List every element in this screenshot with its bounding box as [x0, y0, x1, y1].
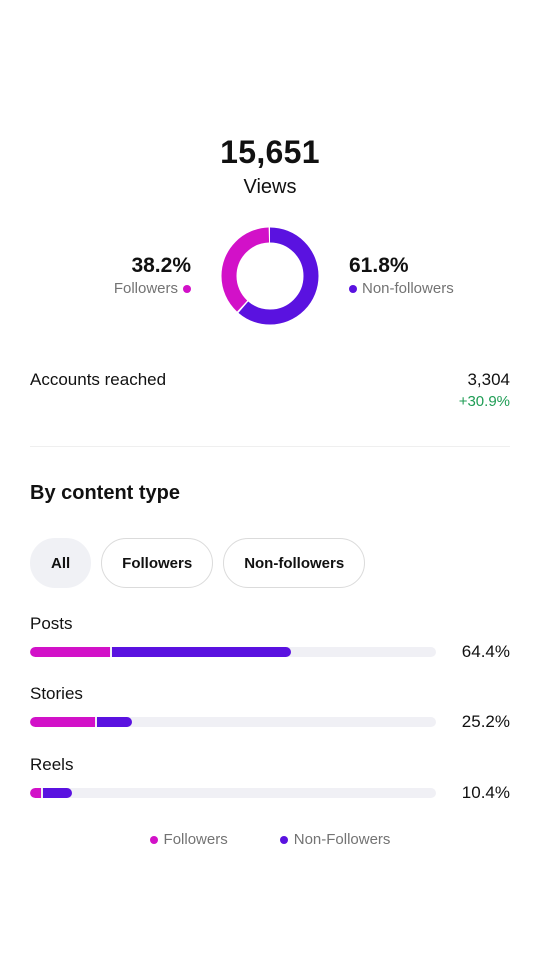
- followers-percentage: 38.2%: [131, 254, 191, 277]
- content-row-percentage: 25.2%: [461, 712, 510, 731]
- filter-followers[interactable]: Followers: [101, 538, 214, 588]
- filter-all-label: All: [51, 554, 71, 572]
- content-row-label: Posts: [30, 614, 73, 633]
- content-type-filters: All Followers Non-followers: [30, 538, 366, 588]
- non-followers-label: Non-followers: [362, 280, 454, 297]
- legend-followers: Followers: [149, 831, 228, 848]
- divider: [30, 446, 510, 447]
- bar-segment-non-followers: [42, 788, 73, 798]
- content-row-label: Reels: [30, 755, 74, 774]
- donut-segment-non-followers: [221, 227, 319, 325]
- legend-followers-dot-icon: [149, 835, 158, 844]
- followers-split: 38.2% Followers: [114, 254, 191, 297]
- content-row-label: Stories: [30, 684, 83, 703]
- non-followers-legend: Non-followers: [349, 280, 454, 297]
- accounts-reached-label: Accounts reached: [30, 370, 167, 389]
- chart-legend: Followers Non-Followers: [0, 831, 540, 848]
- non-followers-split: 61.8% Non-followers: [349, 254, 454, 297]
- bar-segment-followers: [30, 647, 111, 657]
- content-row-percentage: 10.4%: [461, 783, 510, 802]
- content-row-percentage: 64.4%: [461, 642, 510, 661]
- content-row-stories: Stories 25.2%: [30, 684, 510, 731]
- non-followers-percentage: 61.8%: [349, 254, 409, 277]
- content-row-posts: Posts 64.4%: [30, 614, 510, 661]
- non-followers-dot-icon: [349, 284, 357, 293]
- followers-label: Followers: [113, 280, 178, 297]
- accounts-reached-change: +30.9%: [458, 393, 510, 410]
- followers-dot-icon: [183, 284, 191, 293]
- views-label: Views: [243, 176, 297, 198]
- content-row-reels: Reels 10.4%: [30, 755, 510, 802]
- filter-non-followers-label: Non-followers: [244, 554, 345, 572]
- bar-segment-non-followers: [96, 717, 133, 727]
- followers-legend: Followers: [114, 280, 191, 297]
- filter-non-followers[interactable]: Non-followers: [223, 538, 366, 588]
- content-type-title: By content type: [30, 482, 181, 504]
- bar-segment-followers: [30, 788, 41, 798]
- donut-segment-followers: [221, 227, 319, 325]
- content-row-bar: [30, 788, 436, 798]
- views-total: 15,651: [220, 134, 320, 170]
- content-row-bar: [30, 717, 436, 727]
- legend-non-followers-label: Non-Followers: [293, 831, 391, 848]
- legend-non-followers-dot-icon: [279, 835, 288, 844]
- legend-non-followers: Non-Followers: [279, 831, 391, 848]
- legend-followers-label: Followers: [163, 831, 228, 848]
- filter-all[interactable]: All: [30, 538, 92, 588]
- filter-followers-label: Followers: [122, 554, 193, 572]
- bar-segment-non-followers: [112, 647, 292, 657]
- content-row-bar: [30, 647, 436, 657]
- bar-segment-followers: [30, 717, 95, 727]
- views-donut-chart: [221, 227, 319, 325]
- accounts-reached-value: 3,304: [467, 370, 510, 389]
